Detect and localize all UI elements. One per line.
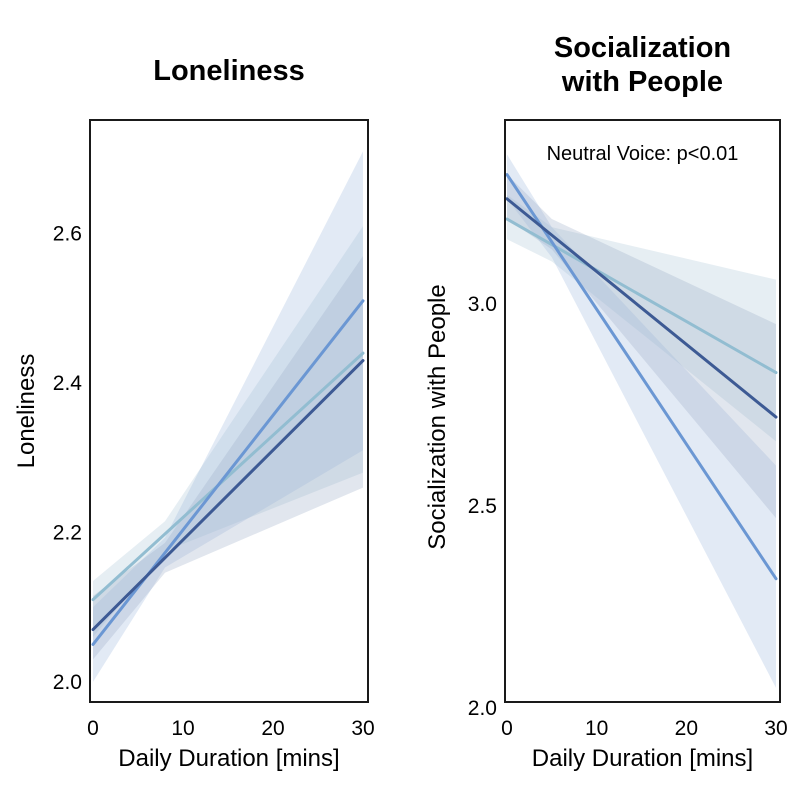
trend-line-medium-blue (91, 299, 365, 646)
chart-title: with People (561, 66, 723, 98)
y-tick-label: 2.2 (53, 521, 82, 544)
chart-title: Loneliness (153, 55, 305, 87)
x-tick-label: 20 (261, 717, 284, 740)
y-tick-label: 3.0 (468, 293, 497, 316)
chart-loneliness: 2.0 2.2 2.4 2.6 0 10 20 30 Daily Duration [mins]… (13, 55, 375, 772)
trend-line-dark-navy (505, 197, 778, 419)
y-tick-label: 2.6 (53, 223, 82, 246)
x-tick-label: 30 (764, 717, 787, 740)
x-tick-label: 30 (351, 717, 374, 740)
x-axis-label: Daily Duration [mins] (532, 745, 753, 772)
x-tick-label: 10 (585, 717, 608, 740)
x-tick-label: 20 (675, 717, 698, 740)
x-tick-label: 0 (501, 717, 513, 740)
y-tick-label: 2.4 (53, 372, 83, 395)
annotation-neutral-voice: Neutral Voice: p<0.01 (547, 143, 739, 165)
panel-border (504, 119, 781, 703)
confidence-band-dark-navy (93, 255, 363, 660)
confidence-band-light-teal (93, 226, 363, 638)
x-tick-label: 0 (87, 717, 99, 740)
y-axis-label: Loneliness (13, 354, 40, 469)
panel-border (89, 119, 369, 703)
trend-line-medium-blue (505, 173, 778, 581)
trend-line-dark-navy (91, 359, 365, 632)
y-axis-label: Socialization with People (424, 284, 451, 550)
confidence-band-dark-navy (507, 174, 776, 519)
plot-area (505, 154, 778, 688)
y-tick-label: 2.5 (468, 495, 497, 518)
trend-line-light-teal (91, 351, 365, 602)
y-tick-label: 2.0 (468, 697, 497, 720)
chart-socialization-with-people: 2.0 2.5 3.0 0 10 20 30 Daily Duration [mins] Soc… (401, 0, 802, 790)
plot-area (91, 151, 365, 682)
x-tick-label: 10 (171, 717, 194, 740)
y-tick-label: 2.0 (53, 671, 82, 694)
chart-loneliness-svg: 2.0 2.2 2.4 2.6 0 10 20 30 Daily Duration [mins]… (13, 55, 375, 772)
confidence-band-medium-blue (93, 151, 363, 682)
confidence-band-medium-blue (507, 154, 776, 688)
x-axis-label: Daily Duration [mins] (118, 745, 339, 772)
chart-socialization-svg: 2.0 2.5 3.0 0 10 20 30 Daily Duration [mins] Soc… (424, 32, 788, 772)
chart-title: Socialization (554, 32, 731, 64)
